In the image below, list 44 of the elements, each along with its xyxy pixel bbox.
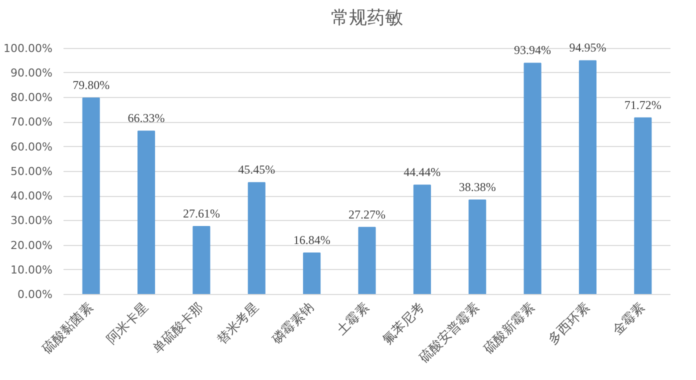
- data-label: 44.44%: [404, 165, 441, 180]
- y-tick-label: 80.00%: [10, 91, 53, 104]
- bar: [137, 130, 156, 294]
- y-tick-label: 20.00%: [10, 238, 53, 252]
- bar: [82, 98, 100, 294]
- chart-title: 常规药敏: [331, 8, 403, 28]
- bar: [634, 117, 652, 294]
- bar: [358, 226, 376, 294]
- data-label: 27.61%: [182, 206, 220, 221]
- bar: [413, 184, 431, 294]
- y-tick-label: 60.00%: [10, 140, 53, 154]
- data-label: 45.45%: [238, 162, 276, 177]
- x-tick-label: 金霉素: [610, 300, 648, 338]
- y-tick-label: 40.00%: [10, 190, 53, 203]
- x-tick-label: 多西环素: [546, 300, 594, 348]
- y-tick-label: 10.00%: [10, 263, 53, 276]
- data-label: 71.72%: [624, 98, 662, 112]
- bar: [192, 226, 210, 294]
- data-label: 38.38%: [458, 180, 496, 194]
- x-tick-label: 磷霉素钠: [269, 300, 318, 348]
- data-label: 79.80%: [72, 78, 110, 92]
- x-tick-label: 硫酸新霉素: [481, 300, 538, 357]
- x-tick-label: 替米考星: [214, 300, 262, 348]
- x-tick-label: 硫酸黏菌素: [40, 300, 96, 357]
- x-tick-label: 阿米卡星: [104, 300, 152, 348]
- bar: [468, 200, 486, 294]
- data-label: 94.95%: [569, 40, 606, 55]
- y-tick-label: 90.00%: [10, 66, 53, 80]
- x-tick-label: 单硫酸卡那: [150, 300, 207, 357]
- bar: [578, 60, 597, 294]
- data-label: 16.84%: [293, 233, 330, 248]
- y-tick-label: 30.00%: [10, 214, 53, 228]
- bar: [248, 182, 266, 294]
- data-label: 66.33%: [128, 111, 165, 126]
- x-tick-label: 土霉素: [334, 300, 372, 338]
- data-label: 93.94%: [514, 43, 552, 58]
- data-label: 27.27%: [348, 207, 386, 222]
- bar: [303, 252, 321, 294]
- y-tick-label: 50.00%: [10, 164, 53, 178]
- x-tick-label: 氟苯尼考: [380, 300, 428, 348]
- bar: [524, 62, 542, 294]
- y-tick-label: 0.00%: [18, 288, 53, 301]
- y-tick-label: 70.00%: [10, 116, 53, 129]
- y-tick-label: 100.00%: [4, 42, 53, 55]
